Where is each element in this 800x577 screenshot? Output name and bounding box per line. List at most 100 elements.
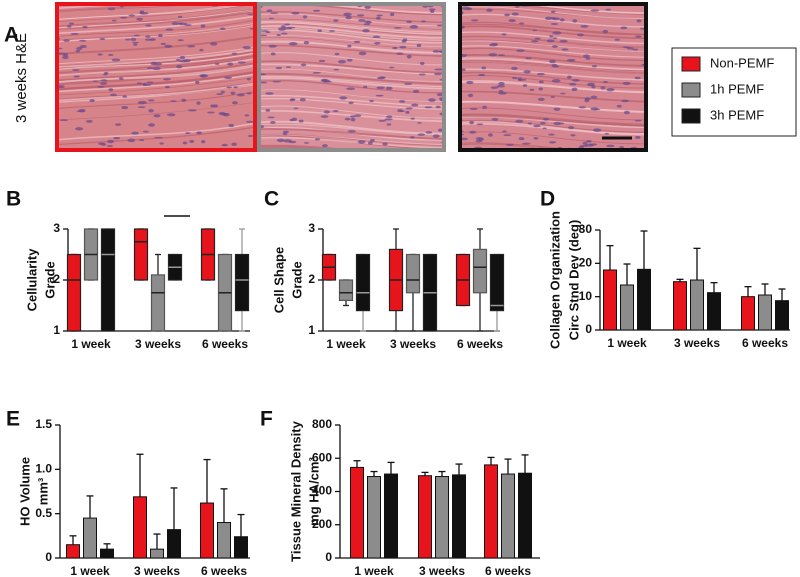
nucleus (177, 39, 184, 42)
fiber (55, 101, 257, 121)
fiber (55, 2, 257, 21)
bar (673, 281, 687, 331)
bar (100, 548, 114, 559)
nucleus (490, 86, 499, 89)
nucleus (99, 82, 108, 85)
nucleus (265, 31, 271, 34)
bar (384, 473, 398, 559)
nucleus (551, 45, 558, 48)
nucleus (417, 133, 426, 136)
nucleus (333, 19, 339, 22)
box-body (472, 248, 488, 294)
fiber (458, 25, 648, 40)
nucleus (337, 59, 346, 64)
nucleus (127, 138, 136, 143)
nucleus (536, 72, 545, 76)
legend-swatch (681, 56, 701, 72)
nucleus (551, 63, 558, 67)
nucleus (67, 24, 72, 28)
nucleus (153, 114, 161, 118)
nucleus (332, 110, 339, 113)
nucleus (260, 30, 269, 32)
nucleus (196, 101, 201, 105)
nucleus (347, 44, 352, 48)
nucleus (247, 135, 254, 137)
fiber (257, 63, 446, 76)
nucleus (568, 126, 575, 130)
box (167, 253, 183, 281)
nucleus (584, 99, 590, 103)
nucleus (85, 120, 93, 123)
nucleus (221, 143, 228, 147)
nucleus (170, 100, 177, 103)
panel-label: C (264, 188, 279, 211)
bar (234, 536, 248, 559)
nucleus (131, 41, 139, 44)
y-tick-label: 1 (308, 323, 315, 337)
bar (741, 296, 755, 331)
bar (167, 529, 181, 559)
nucleus (375, 16, 381, 20)
y-tick-label: 600 (312, 450, 332, 464)
nucleus (389, 66, 395, 69)
x-tick-label: 6 weeks (742, 336, 788, 350)
nucleus (276, 138, 285, 143)
nucleus (469, 120, 475, 125)
nucleus (322, 79, 330, 83)
y-tick-label: 800 (312, 417, 332, 431)
nucleus (571, 78, 580, 82)
nucleus (107, 7, 116, 11)
fiber (55, 73, 257, 93)
nucleus (374, 42, 381, 45)
nucleus (435, 105, 441, 109)
x-tick-label: 1 week (354, 564, 394, 577)
nucleus (416, 43, 422, 48)
nucleus (246, 92, 253, 95)
y-axis-title: Circ Stnd Dev (deg) (566, 220, 581, 341)
x-tick-label: 6 weeks (201, 564, 247, 577)
nucleus (283, 139, 292, 143)
y-axis-title: Grade (289, 261, 304, 299)
nucleus (428, 8, 436, 11)
nucleus (245, 120, 255, 123)
nucleus (476, 123, 484, 126)
nucleus (501, 33, 507, 36)
nucleus (549, 141, 557, 144)
bar (418, 475, 432, 559)
x-tick-label: 1 week (70, 564, 110, 577)
fiber (458, 35, 648, 48)
nucleus (606, 88, 615, 92)
bar (758, 294, 772, 331)
nucleus (434, 68, 444, 71)
nucleus (622, 81, 631, 85)
nucleus (216, 93, 223, 95)
nucleus (348, 101, 354, 105)
nucleus (316, 71, 321, 74)
nucleus (144, 38, 153, 41)
nucleus (386, 115, 393, 119)
x-tick-label: 3 weeks (419, 564, 465, 577)
nucleus (582, 141, 588, 145)
nucleus (590, 95, 598, 99)
fiber (55, 64, 257, 84)
nucleus (364, 5, 372, 10)
x-tick-label: 1 week (607, 336, 647, 350)
y-axis-title: Tissue Mineral Density (288, 420, 303, 561)
nucleus (347, 130, 356, 133)
nucleus (333, 68, 340, 71)
nucleus (268, 17, 274, 20)
nucleus (560, 92, 566, 95)
nucleus (210, 42, 218, 46)
nucleus (511, 66, 518, 70)
nucleus (405, 107, 413, 110)
nucleus (89, 99, 95, 103)
nucleus (259, 81, 267, 84)
box-body (405, 253, 421, 294)
nucleus (79, 45, 87, 49)
fiber (458, 59, 648, 72)
y-tick-label: 3 (53, 221, 60, 235)
box-body (150, 274, 166, 332)
fiber (55, 122, 257, 141)
bar (518, 472, 532, 559)
